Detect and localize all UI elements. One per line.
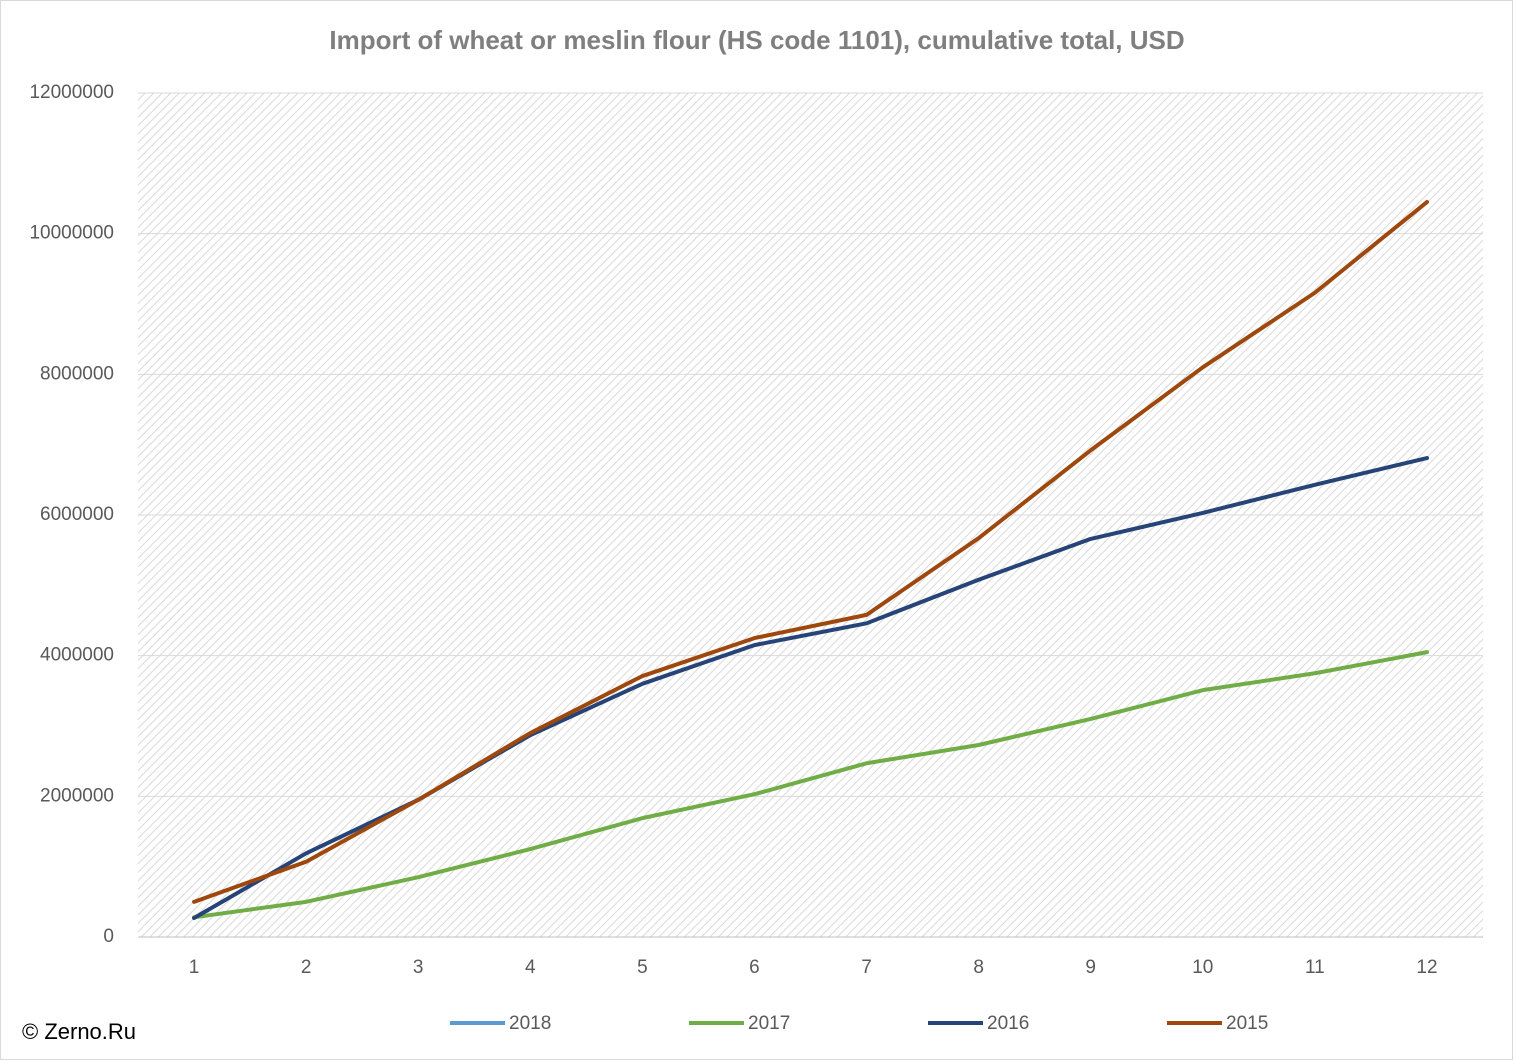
x-tick-label: 3 [413, 957, 424, 978]
y-tick-label: 10000000 [29, 223, 114, 244]
series-line [192, 200, 1429, 904]
legend-label: 2015 [1226, 1013, 1268, 1034]
legend-label: 2017 [748, 1013, 790, 1034]
x-tick-label: 11 [1305, 957, 1325, 978]
y-tick-label: 8000000 [40, 363, 114, 384]
x-tick-label: 5 [637, 957, 648, 978]
y-tick-label: 12000000 [29, 82, 114, 103]
y-tick-label: 2000000 [40, 785, 114, 806]
x-tick-label: 2 [301, 957, 312, 978]
series-line [192, 650, 1429, 920]
x-tick-label: 4 [525, 957, 536, 978]
y-tick-label: 0 [103, 926, 114, 947]
y-tick-label: 6000000 [40, 504, 114, 525]
x-tick-label: 10 [1192, 957, 1213, 978]
x-tick-label: 6 [749, 957, 760, 978]
y-tick-label: 4000000 [40, 645, 114, 666]
chart-title: Import of wheat or meslin flour (HS code… [329, 25, 1184, 55]
x-tick-label: 12 [1416, 957, 1437, 978]
legend-label: 2018 [509, 1013, 551, 1034]
x-tick-label: 8 [973, 957, 984, 978]
source: © Zerno.Ru [22, 1019, 136, 1044]
legend-label: 2016 [987, 1013, 1029, 1034]
x-tick-label: 9 [1085, 957, 1096, 978]
x-tick-label: 1 [189, 957, 200, 978]
x-tick-label: 7 [861, 957, 872, 978]
